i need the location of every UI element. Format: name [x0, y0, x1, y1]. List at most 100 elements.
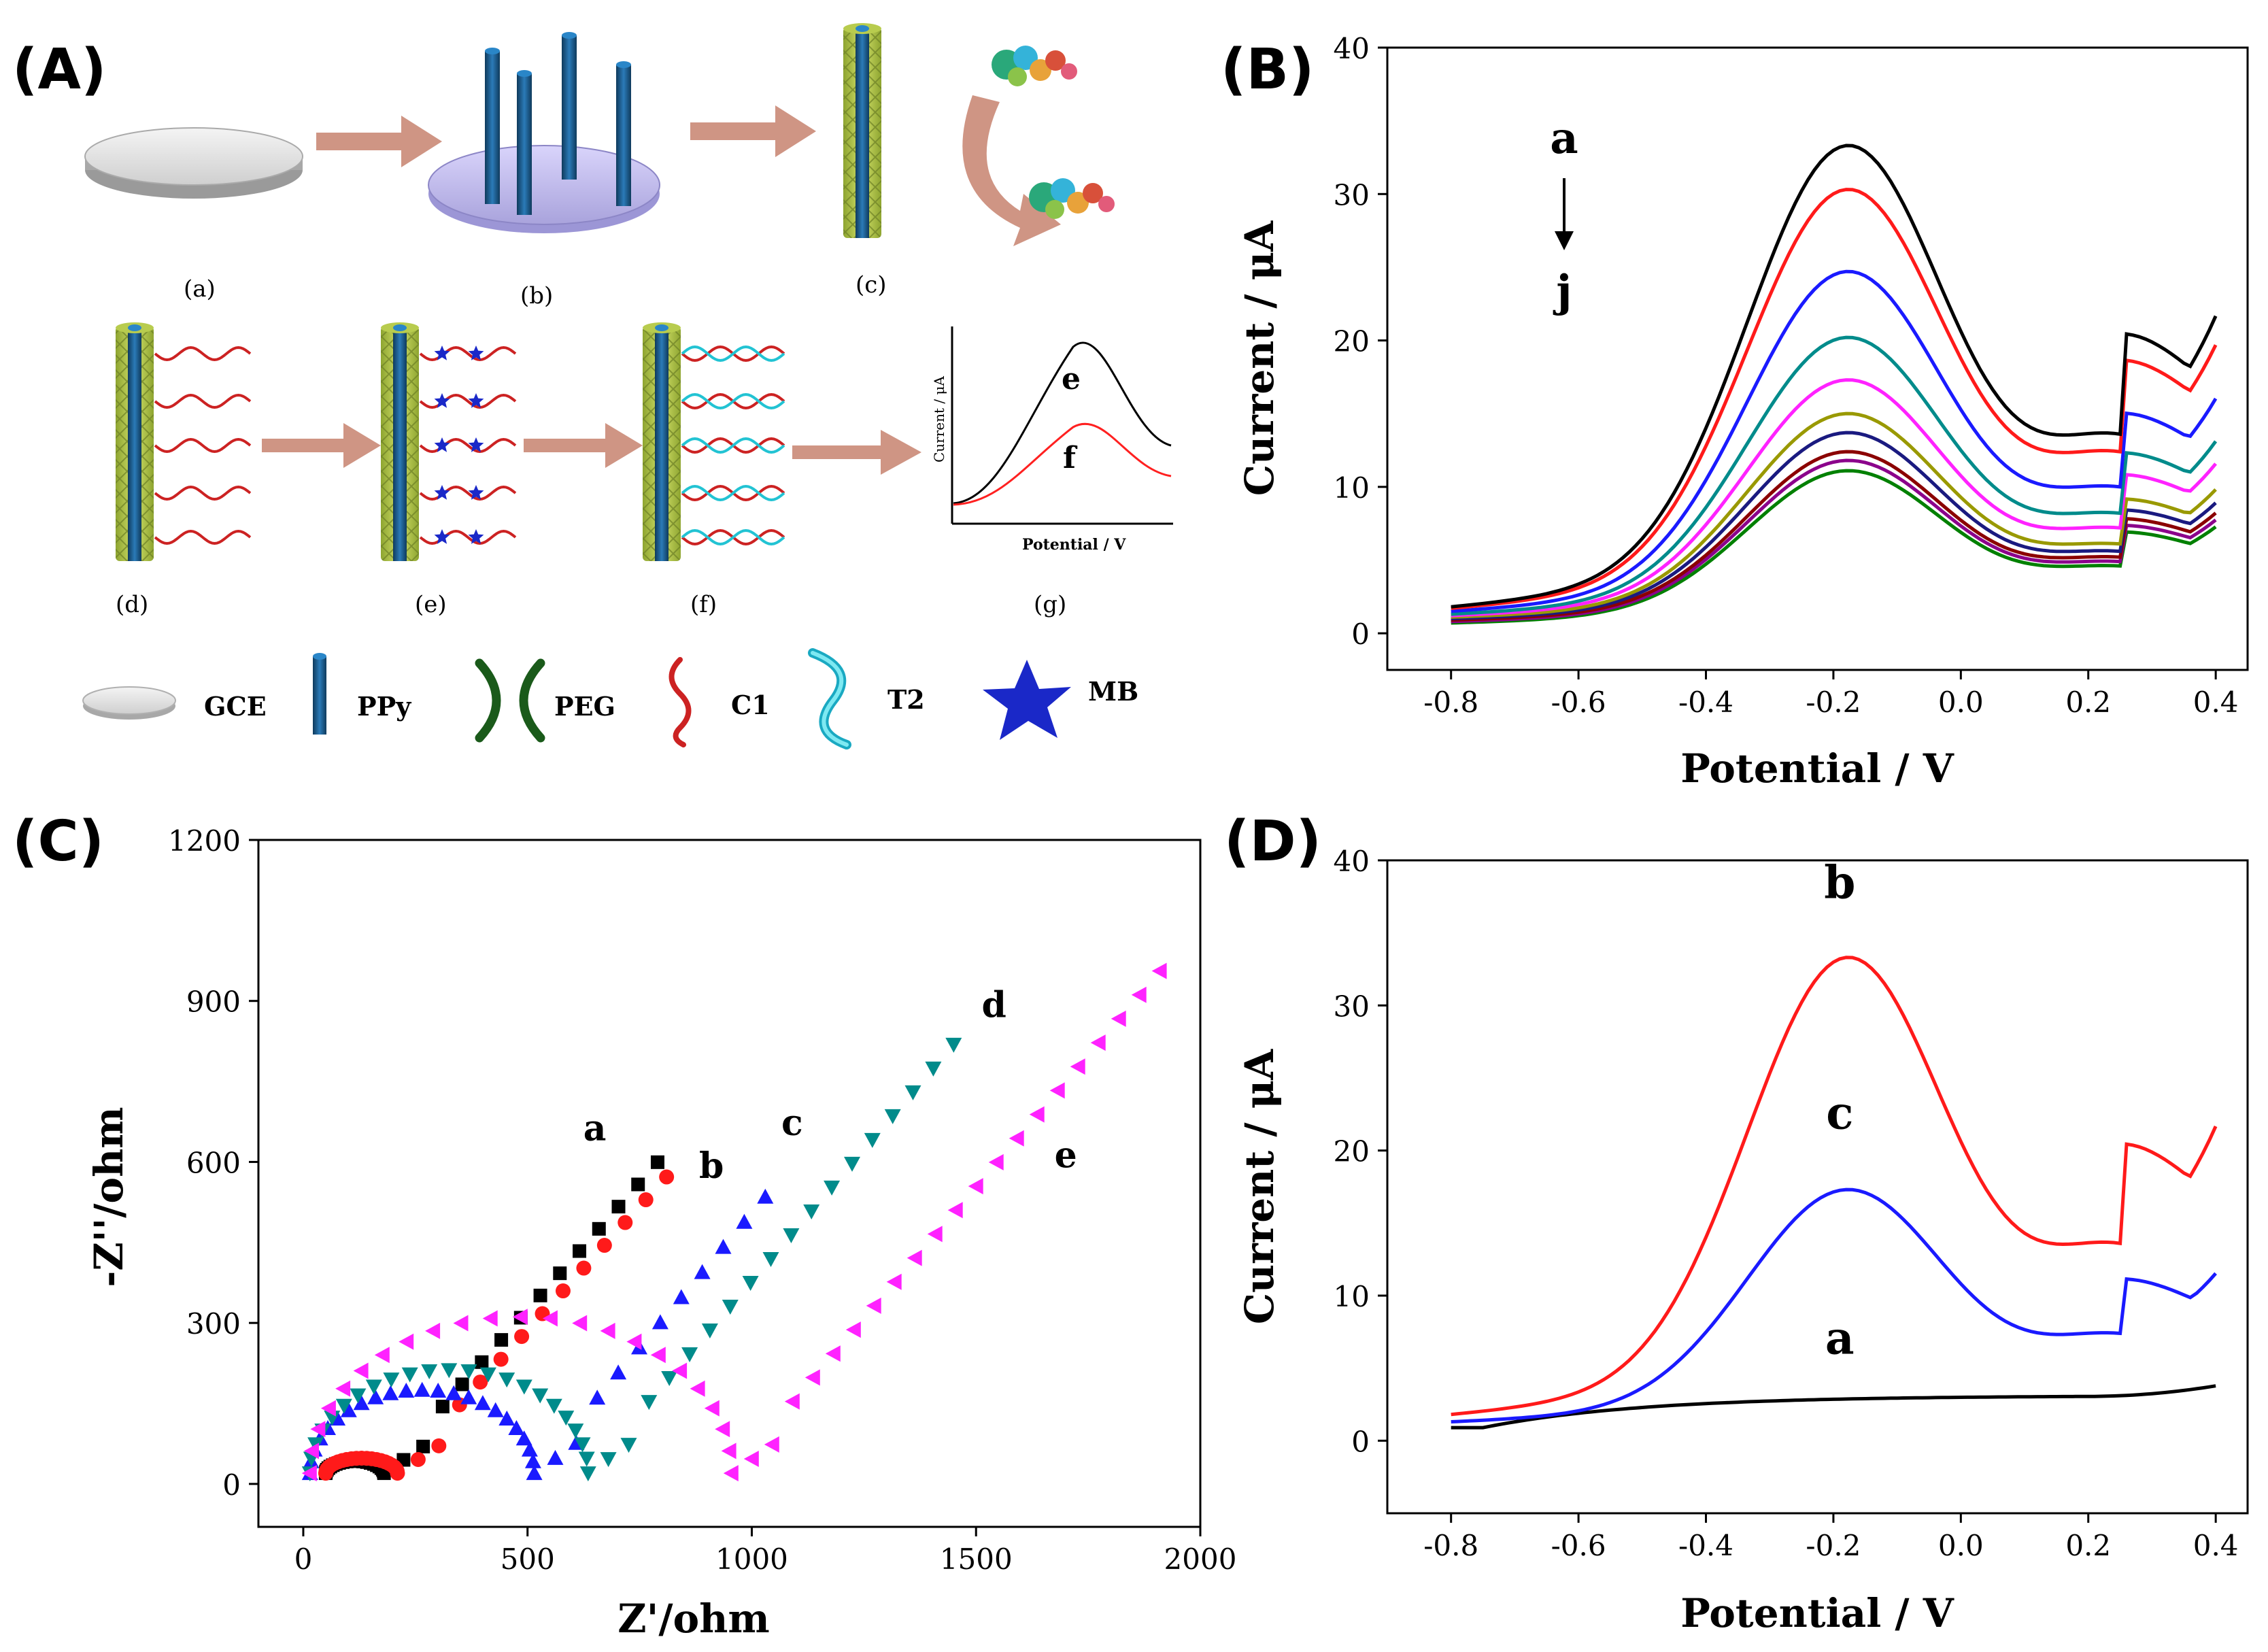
chart-c-point-e [723, 1465, 739, 1482]
chart-c-point-d [515, 1379, 532, 1395]
chart-c-point-b [659, 1169, 675, 1185]
chart-b-ytick-label: 30 [1334, 178, 1370, 212]
chart-c-point-e [907, 1249, 922, 1266]
chart-c-point-d [574, 1437, 591, 1453]
chart-c-point-b [596, 1238, 612, 1253]
chart-b-frame [1386, 46, 2249, 671]
c1-strand [419, 393, 517, 409]
mb-star [468, 393, 484, 408]
chart-c-point-e [1131, 986, 1147, 1003]
chart-d-ytick-label: 40 [1334, 845, 1370, 878]
chart-b-ytick-label: 20 [1334, 325, 1370, 358]
step-label-b: (b) [520, 282, 553, 309]
chart-c-point-d [884, 1109, 901, 1124]
legend-t2-icon [808, 648, 851, 749]
chart-c-point-d [324, 1411, 341, 1426]
mb-star [434, 393, 450, 408]
chart-d-xtick-label: -0.6 [1551, 1529, 1606, 1562]
chart-b-series-e [1451, 378, 2218, 618]
panel-label-b: (B) [1221, 37, 1314, 102]
chart-c-point-a [611, 1200, 626, 1214]
duplex-rod-illustration [643, 322, 785, 561]
chart-c-point-b [493, 1351, 509, 1367]
chart-d-ytick-label: 30 [1334, 990, 1370, 1023]
chart-c-ytick-label: 600 [186, 1146, 241, 1179]
chart-c-point-c [413, 1381, 430, 1397]
chart-d-series-label-a: a [1825, 1311, 1855, 1364]
chart-d-series-label-c: c [1826, 1087, 1853, 1140]
chart-b-xtick-label: -0.6 [1551, 686, 1606, 719]
legend-gce-icon [82, 686, 176, 720]
chart-c-point-e [353, 1362, 369, 1379]
chart-c-point-d [579, 1466, 596, 1482]
chart-c-point-e [825, 1345, 841, 1362]
legend-ppy-label: PPy [357, 691, 411, 722]
chart-c-point-c [382, 1385, 399, 1400]
mb-star [434, 345, 450, 360]
chart-c-point-d [661, 1371, 678, 1386]
chart-d: -0.8 -0.6 -0.4 -0.2 0.0 0.2 0.4 0 10 20 30 40 b c a P… [1236, 845, 2249, 1636]
inset-curve-f-label: f [1063, 441, 1078, 475]
chart-c-point-e [1070, 1058, 1085, 1075]
chart-c-point-d [681, 1347, 698, 1362]
chart-c-point-a [533, 1288, 547, 1302]
chart-b-xtick-label: 0.2 [2065, 686, 2111, 719]
chart-c-point-d [620, 1438, 637, 1453]
chart-c-series-label-a: a [583, 1108, 607, 1149]
step-label-c: (c) [856, 271, 887, 299]
chart-c-point-c [736, 1213, 753, 1229]
t2-strand [681, 437, 785, 454]
chart-c-point-e [886, 1273, 902, 1290]
chart-c-point-d [762, 1252, 779, 1267]
chart-b-ytick-label: 0 [1351, 618, 1370, 651]
t2-strand [681, 528, 785, 546]
mb-star [468, 529, 484, 544]
chart-d-series-b [1451, 956, 2218, 1417]
chart-c-point-e [1111, 1010, 1126, 1027]
chart-c-point-b [473, 1375, 488, 1390]
chart-d-xtick-label: -0.2 [1806, 1529, 1861, 1562]
chart-c-point-d [844, 1156, 860, 1172]
c1-strand [419, 345, 517, 362]
chart-c-point-d [335, 1398, 352, 1414]
t2-strand [681, 484, 785, 502]
chart-c-point-a [553, 1266, 567, 1281]
t2-strand [681, 345, 785, 363]
chart-b-xlabel: Potential / V [1680, 745, 1954, 792]
chart-c-point-e [320, 1400, 336, 1417]
arrow-a-to-b [316, 116, 442, 167]
chart-b-xtick-label: -0.2 [1806, 686, 1861, 719]
chart-c-point-c [398, 1383, 415, 1398]
chart-c-point-d [701, 1324, 718, 1338]
chart-c-point-c [547, 1449, 564, 1465]
chart-c-point-d [460, 1364, 477, 1379]
chart-c-xtick-label: 0 [294, 1543, 313, 1576]
peg-coated-rod-illustration [843, 23, 881, 238]
chart-c-point-b [555, 1283, 571, 1299]
panel-label-d: (D) [1224, 809, 1321, 874]
chart-c-point-e [715, 1421, 730, 1438]
chart-c-point-b [617, 1215, 633, 1230]
chart-d-xtick-label: -0.8 [1423, 1529, 1478, 1562]
chart-c-point-d [558, 1411, 575, 1426]
chart-c-point-c [340, 1402, 357, 1417]
chart-c-point-e [784, 1393, 800, 1410]
chart-c-point-c [673, 1289, 690, 1304]
step-label-f: (f) [690, 591, 717, 618]
chart-c-point-c [498, 1411, 515, 1426]
chart-c-point-d [441, 1363, 458, 1379]
inset-curve-f [953, 422, 1172, 506]
mb-star [468, 485, 484, 500]
chart-c-point-a [631, 1177, 645, 1192]
legend-peg-label: PEG [554, 691, 615, 722]
chart-c-ytick-label: 300 [186, 1307, 241, 1341]
chart-b-annotation-bottom: j [1553, 266, 1572, 317]
chart-c-point-d [421, 1364, 438, 1379]
chart-b-xtick-label: 0.4 [2193, 686, 2239, 719]
chart-c-point-c [508, 1420, 525, 1435]
chart-b-series-j [1451, 469, 2217, 625]
chart-c-point-e [1049, 1082, 1065, 1099]
chart-c-point-b [576, 1260, 592, 1276]
mb-labeled-rod-illustration [381, 322, 517, 561]
c1-strand [154, 529, 252, 545]
